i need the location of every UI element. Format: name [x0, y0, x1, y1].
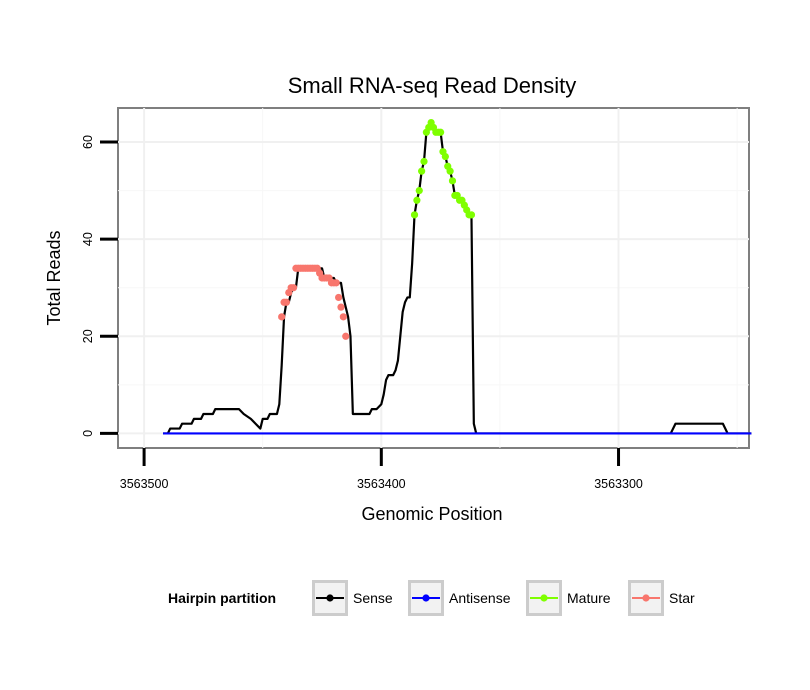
series-point-mature: [467, 211, 476, 219]
series-point-star: [339, 313, 347, 321]
series-point-star: [282, 298, 291, 306]
series-point-star: [289, 284, 298, 292]
series-point-mature: [415, 186, 423, 195]
y-tick-label: 0: [81, 430, 95, 437]
y-tick-label: 40: [81, 232, 95, 246]
series-point-mature: [410, 211, 419, 219]
series-point-star: [278, 313, 286, 321]
legend-label-mature: Mature: [567, 590, 611, 606]
series-line-sense: [163, 121, 752, 435]
y-tick-label: 60: [81, 135, 95, 149]
x-tick-label: 3563300: [594, 477, 643, 491]
plot-panel: [117, 107, 750, 449]
y-tick-label: 20: [81, 329, 95, 343]
legend-key-point-star: [642, 594, 650, 602]
series-point-mature: [413, 196, 421, 204]
series-point-star: [342, 332, 350, 340]
legend-label-antisense: Antisense: [449, 590, 511, 606]
axes: 0 20 40 60 3563500 3563400 3563300: [81, 135, 643, 491]
legend-key-point-sense: [326, 594, 334, 602]
series-point-star: [335, 293, 343, 302]
y-axis-title: Total Reads: [44, 230, 64, 325]
series-point-mature: [446, 167, 454, 175]
x-axis-title: Genomic Position: [361, 504, 502, 524]
legend-key-point-mature: [540, 594, 548, 602]
series-point-mature: [420, 157, 428, 166]
x-tick-label: 3563400: [357, 477, 406, 491]
x-tick-label: 3563500: [120, 477, 169, 491]
legend-title: Hairpin partition: [168, 590, 276, 606]
series-point-mature: [437, 128, 445, 136]
legend-label-sense: Sense: [353, 590, 393, 606]
series-point-star: [337, 303, 345, 311]
series-point-star: [332, 279, 340, 287]
series-layer: [163, 118, 752, 435]
series-point-mature: [448, 177, 457, 185]
series-point-mature: [441, 152, 449, 161]
series-point-mature: [418, 167, 426, 175]
legend: Hairpin partition Sense Antisense Mature St…: [168, 580, 695, 616]
legend-key-point-antisense: [422, 594, 430, 602]
chart-title: Small RNA-seq Read Density: [288, 73, 577, 98]
legend-label-star: Star: [669, 590, 695, 606]
